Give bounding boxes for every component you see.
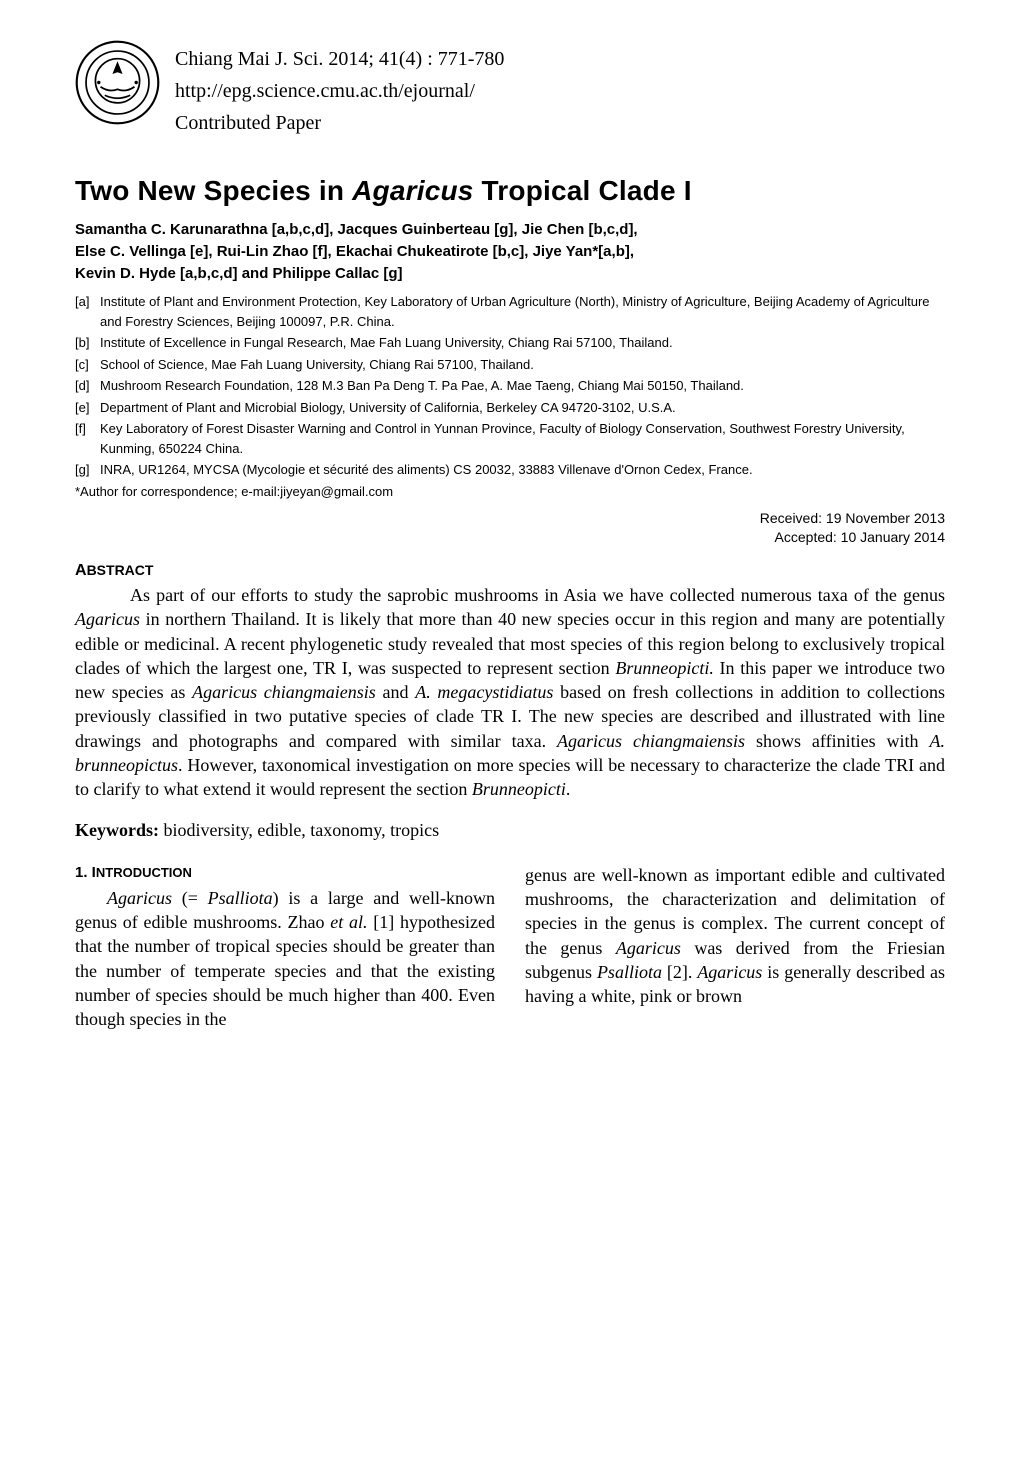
affiliation: [a]Institute of Plant and Environment Pr…: [75, 292, 945, 331]
aff-text: School of Science, Mae Fah Luang Univers…: [100, 355, 945, 375]
dates-block: Received: 19 November 2013 Accepted: 10 …: [75, 509, 945, 548]
affiliation: [d]Mushroom Research Foundation, 128 M.3…: [75, 376, 945, 396]
aff-text: Key Laboratory of Forest Disaster Warnin…: [100, 419, 945, 458]
accepted-date: Accepted: 10 January 2014: [75, 528, 945, 548]
two-column-body: 1. INTRODUCTION Agaricus (= Psalliota) i…: [75, 863, 945, 1032]
intro-heading: 1. INTRODUCTION: [75, 863, 495, 883]
journal-logo: [75, 40, 160, 125]
aff-tag: [d]: [75, 376, 100, 396]
keywords: Keywords: biodiversity, edible, taxonomy…: [75, 820, 945, 841]
aff-tag: [c]: [75, 355, 100, 375]
aff-text: Institute of Excellence in Fungal Resear…: [100, 333, 945, 353]
aff-text: Institute of Plant and Environment Prote…: [100, 292, 945, 331]
affiliation: [b]Institute of Excellence in Fungal Res…: [75, 333, 945, 353]
affiliation: [g]INRA, UR1264, MYCSA (Mycologie et séc…: [75, 460, 945, 480]
aff-tag: [a]: [75, 292, 100, 331]
journal-url: http://epg.science.cmu.ac.th/ejournal/: [175, 76, 504, 106]
paper-title: Two New Species in Agaricus Tropical Cla…: [75, 175, 945, 207]
abstract-heading: ABSTRACT: [75, 562, 945, 580]
abstract-body: As part of our efforts to study the sapr…: [75, 583, 945, 802]
keywords-text: biodiversity, edible, taxonomy, tropics: [159, 820, 439, 840]
column-right: genus are well-known as important edible…: [525, 863, 945, 1032]
column-left: 1. INTRODUCTION Agaricus (= Psalliota) i…: [75, 863, 495, 1032]
aff-tag: [g]: [75, 460, 100, 480]
header-text: Chiang Mai J. Sci. 2014; 41(4) : 771-780…: [175, 40, 504, 140]
aff-text: Department of Plant and Microbial Biolog…: [100, 398, 945, 418]
aff-text: Mushroom Research Foundation, 128 M.3 Ba…: [100, 376, 945, 396]
journal-citation: Chiang Mai J. Sci. 2014; 41(4) : 771-780: [175, 44, 504, 74]
authors-line: Else C. Vellinga [e], Rui-Lin Zhao [f], …: [75, 241, 945, 263]
aff-tag: [b]: [75, 333, 100, 353]
correspondence: *Author for correspondence; e-mail:jiyey…: [75, 484, 945, 499]
received-date: Received: 19 November 2013: [75, 509, 945, 529]
header-row: Chiang Mai J. Sci. 2014; 41(4) : 771-780…: [75, 40, 945, 140]
affiliations: [a]Institute of Plant and Environment Pr…: [75, 292, 945, 480]
aff-tag: [e]: [75, 398, 100, 418]
intro-paragraph: Agaricus (= Psalliota) is a large and we…: [75, 886, 495, 1032]
authors-line: Kevin D. Hyde [a,b,c,d] and Philippe Cal…: [75, 263, 945, 285]
aff-text: INRA, UR1264, MYCSA (Mycologie et sécuri…: [100, 460, 945, 480]
paper-type: Contributed Paper: [175, 108, 504, 138]
authors: Samantha C. Karunarathna [a,b,c,d], Jacq…: [75, 219, 945, 284]
aff-tag: [f]: [75, 419, 100, 458]
authors-line: Samantha C. Karunarathna [a,b,c,d], Jacq…: [75, 219, 945, 241]
affiliation: [c]School of Science, Mae Fah Luang Univ…: [75, 355, 945, 375]
keywords-label: Keywords:: [75, 820, 159, 840]
intro-paragraph-cont: genus are well-known as important edible…: [525, 863, 945, 1009]
affiliation: [e]Department of Plant and Microbial Bio…: [75, 398, 945, 418]
affiliation: [f]Key Laboratory of Forest Disaster War…: [75, 419, 945, 458]
